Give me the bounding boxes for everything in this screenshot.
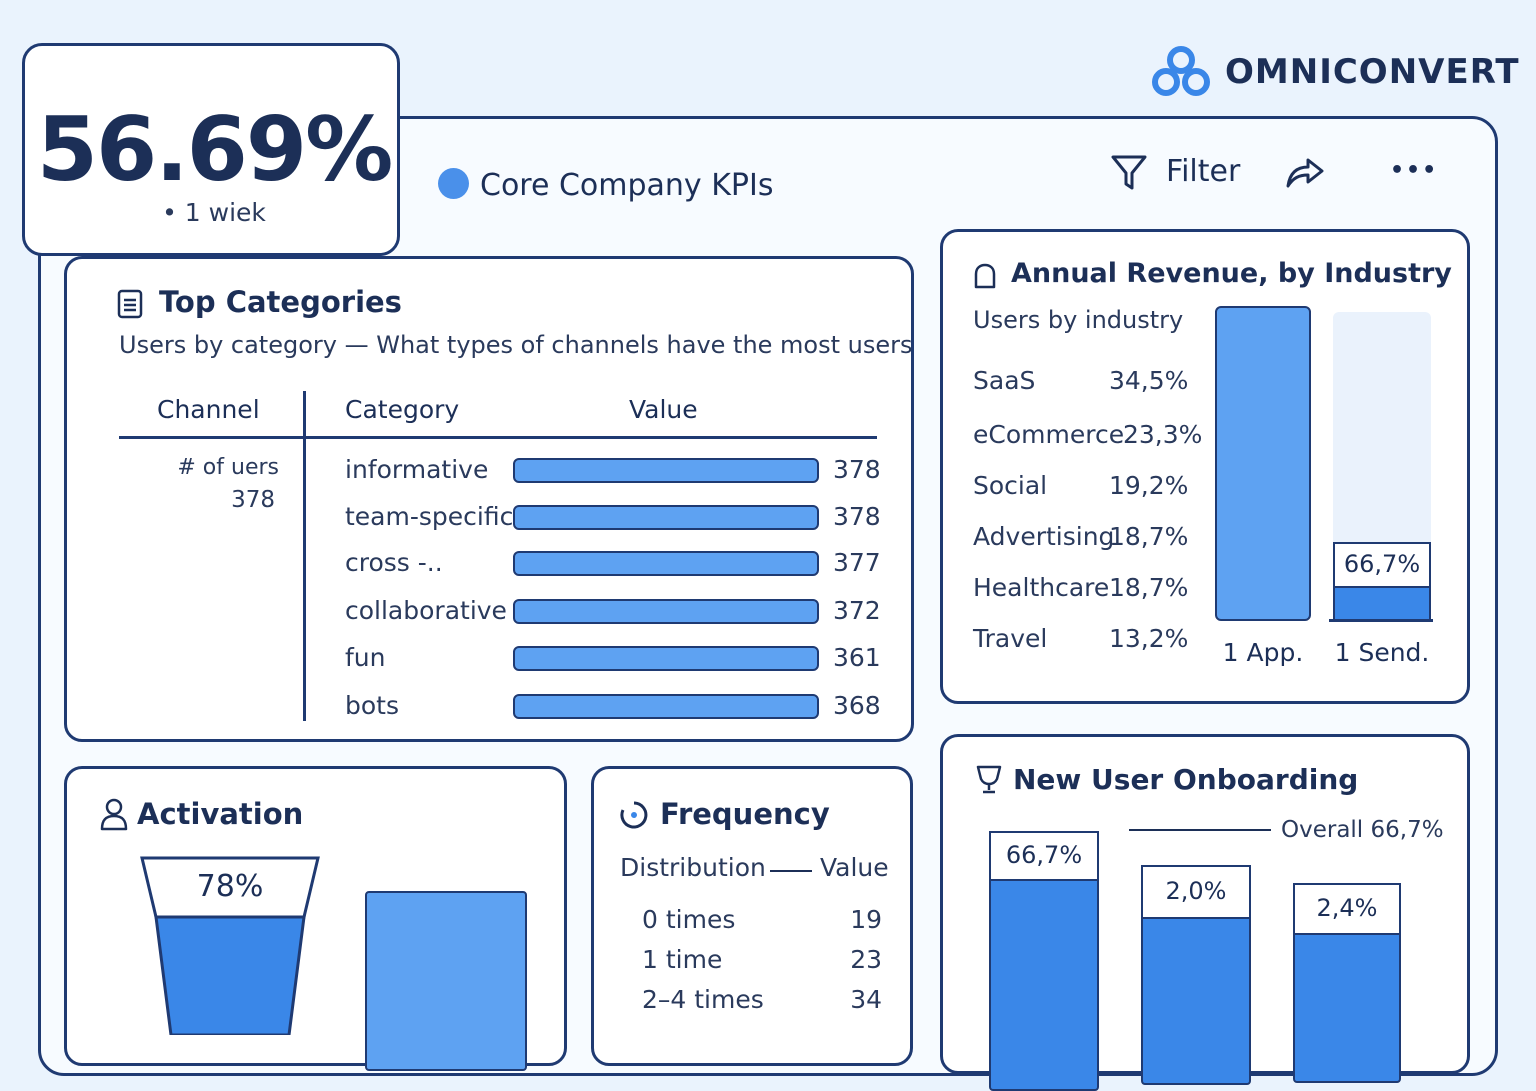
- top-categories-subtitle: Users by category — What types of channe…: [119, 331, 913, 359]
- activation-funnel-value: 78%: [196, 869, 264, 904]
- column-header-value: Value: [629, 395, 698, 424]
- activation-funnel: [140, 856, 320, 1035]
- channel-value: 378: [231, 487, 275, 513]
- industry-label: Healthcare: [973, 573, 1110, 602]
- revenue-bar-1-track: [1215, 306, 1311, 621]
- refresh-icon: [620, 801, 648, 829]
- onboarding-title: New User Onboarding: [1013, 763, 1359, 796]
- brand-logo: [1150, 44, 1212, 100]
- top-categories-title: Top Categories: [159, 285, 402, 319]
- filter-icon: [1111, 155, 1147, 190]
- category-bar: [513, 646, 819, 671]
- frequency-row-label: 2–4 times: [642, 985, 764, 1014]
- industry-value: 18,7%: [1109, 522, 1189, 551]
- category-value: 368: [833, 691, 881, 720]
- onboarding-bar-3-value: 2,4%: [1293, 883, 1401, 935]
- table-header-divider: [119, 436, 877, 439]
- user-icon: [100, 798, 128, 831]
- category-bar: [513, 505, 819, 530]
- category-bar: [513, 694, 819, 719]
- frequency-card: Frequency Distribution Value 0 times 19 1 …: [591, 766, 913, 1066]
- share-icon: [1286, 158, 1324, 188]
- onboarding-card: New User Onboarding Overall 66,7% 66,7% …: [940, 734, 1470, 1091]
- channel-label: # of uers: [177, 455, 279, 480]
- dashboard-status-dot: [438, 168, 469, 199]
- onboarding-bar-2-value: 2,0%: [1141, 865, 1251, 919]
- industry-label: eCommerce: [973, 420, 1125, 449]
- onboarding-bar-1-value: 66,7%: [989, 831, 1099, 881]
- category-value: 361: [833, 643, 881, 672]
- revenue-bar-1-label: 1 App.: [1222, 638, 1304, 667]
- kpi-subtitle: • 1 wiek: [162, 198, 266, 227]
- more-options-button[interactable]: •••: [1390, 158, 1439, 183]
- annual-revenue-subtitle: Users by industry: [973, 306, 1184, 334]
- activation-card: Activation 78%: [64, 766, 567, 1071]
- trophy-icon: [976, 765, 1002, 794]
- revenue-baseline: [1329, 619, 1433, 622]
- frequency-row-value: 23: [850, 945, 882, 974]
- industry-label: Social: [973, 471, 1048, 500]
- frequency-title: Frequency: [660, 797, 830, 831]
- industry-value: 19,2%: [1109, 471, 1189, 500]
- category-label: informative: [345, 455, 489, 484]
- category-value: 378: [833, 455, 881, 484]
- category-bar: [513, 551, 819, 576]
- column-header-category: Category: [345, 395, 460, 424]
- kpi-value: 56.69%: [36, 98, 394, 201]
- kpi-card: 56.69% • 1 wiek: [22, 43, 400, 256]
- industry-value: 13,2%: [1109, 624, 1189, 653]
- activation-bar: [365, 891, 527, 1071]
- industry-label: Advertising: [973, 522, 1115, 551]
- category-label: bots: [345, 691, 399, 720]
- category-value: 378: [833, 502, 881, 531]
- filter-button[interactable]: Filter: [1110, 152, 1250, 194]
- frequency-row-label: 0 times: [642, 905, 736, 934]
- frequency-row-value: 19: [850, 905, 882, 934]
- activation-title: Activation: [137, 797, 304, 831]
- frequency-col-value: Value: [820, 853, 889, 882]
- industry-value: 23,3%: [1123, 420, 1203, 449]
- table-column-divider: [303, 391, 306, 721]
- industry-label: Travel: [973, 624, 1048, 653]
- category-label: cross -..: [345, 548, 443, 577]
- dashboard-title: Core Company KPIs: [480, 168, 774, 203]
- omniconvert-logo-icon: [1152, 46, 1210, 96]
- bell-icon: [974, 263, 996, 289]
- frequency-header-dash: [770, 870, 812, 872]
- document-icon: [117, 289, 143, 319]
- revenue-bar-2-value: 66,7%: [1333, 542, 1431, 588]
- frequency-row-label: 1 time: [642, 945, 723, 974]
- category-bar: [513, 599, 819, 624]
- frequency-row-value: 34: [850, 985, 882, 1014]
- category-label: fun: [345, 643, 386, 672]
- brand-name: OMNICONVERT: [1225, 52, 1520, 92]
- category-value: 372: [833, 596, 881, 625]
- category-label: team-specific: [345, 502, 514, 531]
- column-header-channel: Channel: [157, 395, 260, 424]
- industry-label: SaaS: [973, 366, 1036, 395]
- onboarding-overall-line: [1129, 829, 1271, 831]
- annual-revenue-card: Annual Revenue, by Industry Users by ind…: [940, 229, 1470, 704]
- top-categories-card: Top Categories Users by category — What …: [64, 256, 914, 742]
- category-label: collaborative: [345, 596, 507, 625]
- industry-value: 34,5%: [1109, 366, 1189, 395]
- filter-label: Filter: [1166, 154, 1241, 189]
- frequency-col-distribution: Distribution: [620, 853, 766, 882]
- onboarding-overall-label: Overall 66,7%: [1281, 817, 1444, 843]
- category-value: 377: [833, 548, 881, 577]
- revenue-bar-2-label: 1 Send.: [1334, 638, 1430, 667]
- industry-value: 18,7%: [1109, 573, 1189, 602]
- share-button[interactable]: [1284, 152, 1326, 192]
- annual-revenue-title: Annual Revenue, by Industry: [1011, 258, 1452, 289]
- category-bar: [513, 458, 819, 483]
